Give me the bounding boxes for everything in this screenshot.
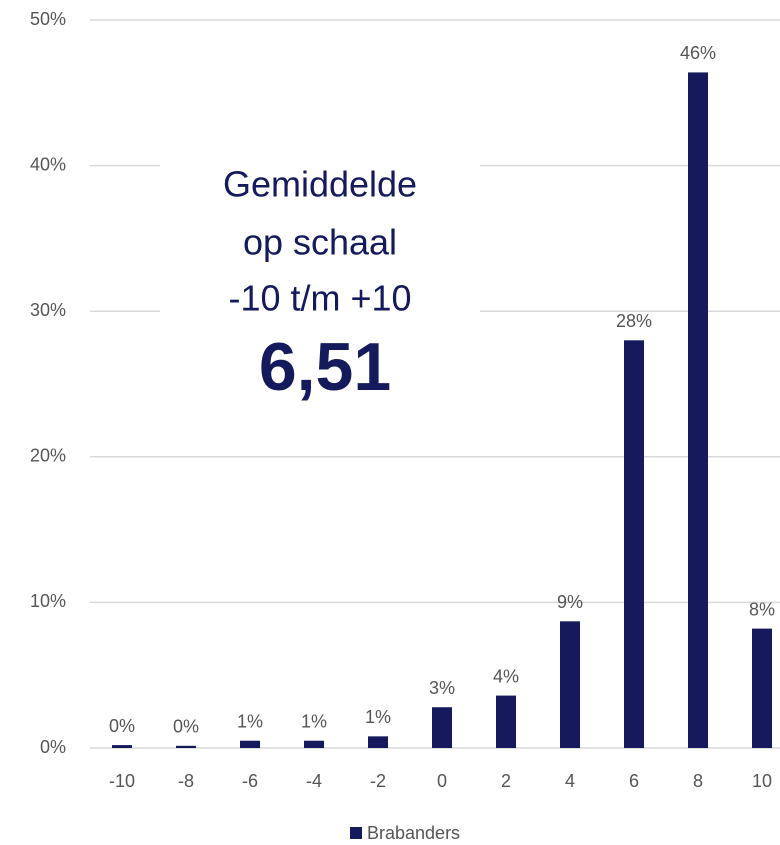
bar [688, 72, 708, 748]
bar [560, 621, 580, 748]
value-label: 3% [429, 678, 455, 698]
bar [624, 340, 644, 748]
y-tick-label: 30% [30, 300, 66, 320]
value-label: 28% [616, 311, 652, 331]
value-label: 0% [173, 717, 199, 737]
y-tick-label: 20% [30, 446, 66, 466]
bar [176, 745, 196, 748]
y-tick-label: 50% [30, 9, 66, 29]
value-label: 1% [365, 707, 391, 727]
value-label: 4% [493, 666, 519, 686]
x-tick-label: -4 [306, 771, 322, 791]
x-tick-label: -6 [242, 771, 258, 791]
legend-label: Brabanders [367, 823, 460, 843]
value-label: 9% [557, 592, 583, 612]
value-label: 1% [301, 711, 327, 731]
y-tick-label: 40% [30, 154, 66, 174]
legend-swatch [350, 827, 362, 839]
x-tick-label: -2 [370, 771, 386, 791]
bar [496, 695, 516, 748]
x-tick-label: -8 [178, 771, 194, 791]
y-tick-label: 0% [40, 737, 66, 757]
x-tick-label: 10 [752, 771, 772, 791]
x-tick-label: 8 [693, 771, 703, 791]
bar [112, 745, 132, 748]
x-tick-label: 2 [501, 771, 511, 791]
x-tick-label: 4 [565, 771, 575, 791]
x-tick-label: 6 [629, 771, 639, 791]
value-label: 0% [109, 716, 135, 736]
value-label: 8% [749, 599, 775, 619]
x-tick-label: -10 [109, 771, 135, 791]
annotation-value: 6,51 [259, 329, 391, 405]
bar [240, 740, 260, 748]
x-tick-label: 0 [437, 771, 447, 791]
value-label: 1% [237, 711, 263, 731]
annotation: op schaal [243, 222, 397, 263]
annotation-box [160, 140, 480, 440]
bar [368, 736, 388, 748]
annotation: -10 t/m +10 [228, 278, 411, 319]
value-label: 46% [680, 43, 716, 63]
y-tick-label: 10% [30, 591, 66, 611]
bar [304, 740, 324, 748]
bar [432, 707, 452, 748]
annotation: Gemiddelde [223, 164, 417, 205]
bar [752, 628, 772, 748]
